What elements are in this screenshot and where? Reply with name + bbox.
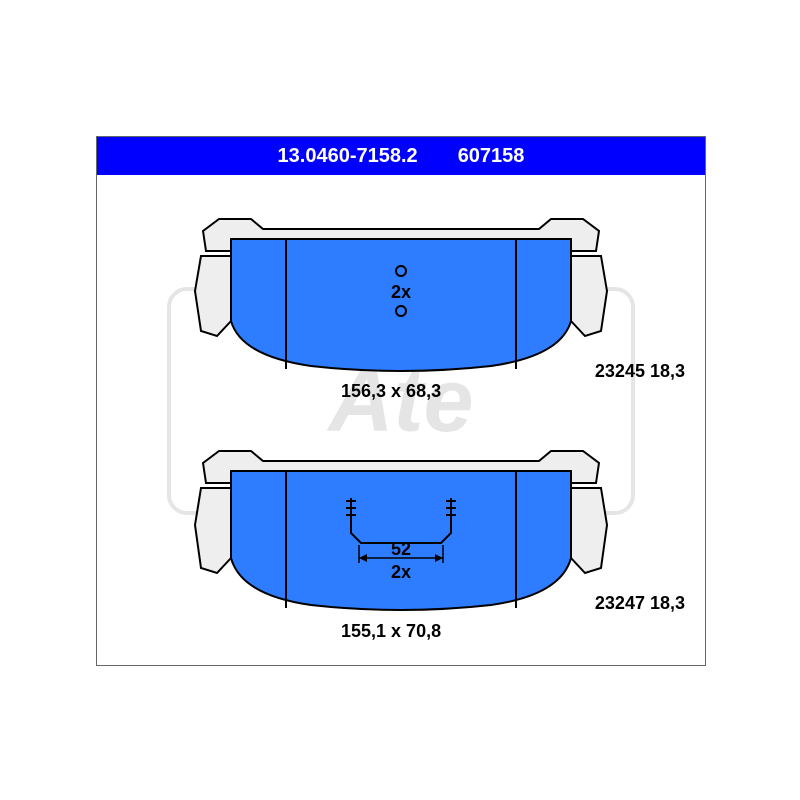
diagram-frame: 13.0460-7158.2 607158 Ate 2x 156,3 x 68,… — [96, 136, 706, 666]
pad-top-side-code: 23245 18,3 — [595, 361, 685, 382]
pad-bottom-wing-left — [195, 488, 231, 573]
pad-top-svg: 2x — [191, 201, 611, 381]
pad-top-qty: 2x — [391, 282, 411, 302]
pad-top-wing-right — [571, 256, 607, 336]
header-bar: 13.0460-7158.2 607158 — [97, 137, 705, 175]
pad-bottom-dimensions: 155,1 x 70,8 — [341, 621, 441, 642]
pad-top-wing-left — [195, 256, 231, 336]
brake-pad-top: 2x 156,3 x 68,3 — [191, 201, 611, 386]
pad-bottom-qty: 2x — [391, 562, 411, 582]
pad-top-dimensions: 156,3 x 68,3 — [341, 381, 441, 402]
brake-pad-bottom: 52 2x 155,1 x 70,8 — [191, 433, 611, 628]
pad-bottom-inner-dim: 52 — [391, 539, 411, 559]
part-number: 13.0460-7158.2 — [278, 145, 418, 168]
pad-bottom-wing-right — [571, 488, 607, 573]
short-code: 607158 — [458, 145, 525, 168]
pad-bottom-svg: 52 2x — [191, 433, 611, 623]
pad-bottom-side-code: 23247 18,3 — [595, 593, 685, 614]
